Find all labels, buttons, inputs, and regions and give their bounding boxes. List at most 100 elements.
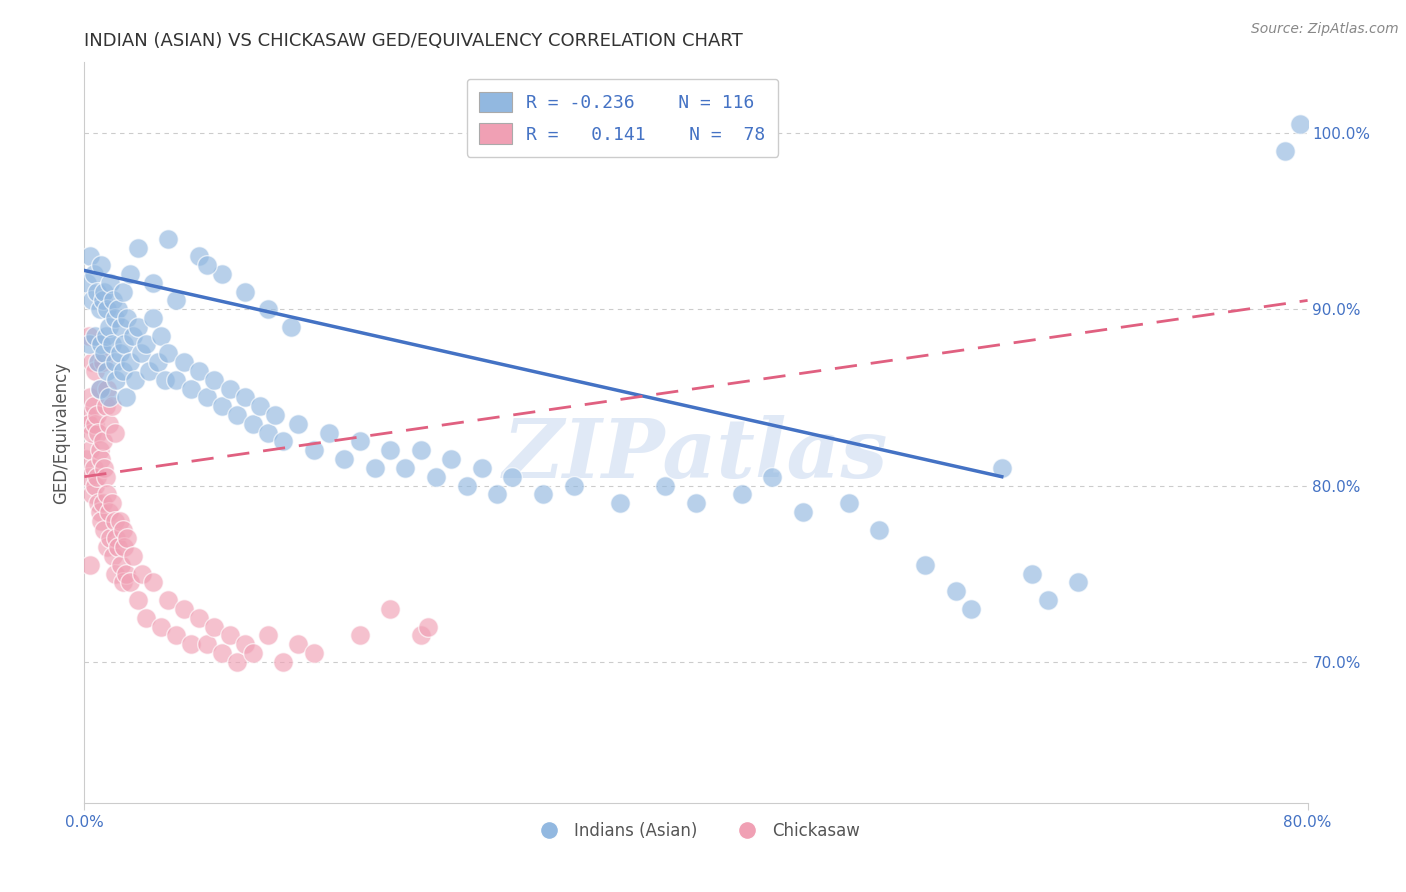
Point [456, 478, 478, 492]
Point [127, 240, 149, 254]
Point [120, 575, 142, 590]
Point [914, 558, 936, 572]
Point [83, 267, 105, 281]
Point [115, 311, 138, 326]
Point [318, 425, 340, 440]
Point [287, 417, 309, 431]
Point [101, 496, 124, 510]
Point [1274, 144, 1296, 158]
Point [188, 249, 211, 263]
Point [233, 285, 256, 299]
Point [869, 523, 891, 537]
Point [77, 469, 100, 483]
Point [108, 514, 131, 528]
Point [101, 399, 124, 413]
Point [173, 355, 195, 369]
Point [761, 469, 783, 483]
Point [80, 293, 103, 308]
Point [165, 373, 187, 387]
Point [112, 540, 135, 554]
Point [731, 487, 754, 501]
Point [991, 461, 1014, 475]
Point [91, 434, 114, 449]
Point [94, 469, 117, 483]
Point [440, 452, 463, 467]
Point [1289, 117, 1312, 131]
Point [86, 469, 108, 483]
Point [945, 584, 967, 599]
Text: INDIAN (ASIAN) VS CHICKASAW GED/EQUIVALENCY CORRELATION CHART: INDIAN (ASIAN) VS CHICKASAW GED/EQUIVALE… [84, 32, 744, 50]
Point [218, 382, 240, 396]
Point [120, 355, 142, 369]
Point [380, 443, 402, 458]
Point [98, 532, 121, 546]
Point [257, 302, 280, 317]
Point [127, 319, 149, 334]
Point [242, 646, 264, 660]
Point [94, 399, 117, 413]
Point [114, 390, 136, 404]
Point [609, 496, 631, 510]
Point [91, 355, 114, 369]
Point [96, 540, 118, 554]
Point [76, 408, 98, 422]
Point [249, 399, 271, 413]
Point [349, 434, 371, 449]
Point [157, 593, 180, 607]
Point [562, 478, 585, 492]
Point [138, 364, 160, 378]
Point [202, 373, 225, 387]
Point [111, 523, 134, 537]
Point [89, 505, 111, 519]
Point [349, 628, 371, 642]
Point [409, 628, 432, 642]
Point [104, 514, 127, 528]
Point [211, 399, 233, 413]
Point [180, 637, 202, 651]
Point [264, 408, 287, 422]
Point [409, 443, 432, 458]
Point [84, 478, 107, 492]
Point [103, 549, 125, 563]
Point [97, 417, 120, 431]
Point [531, 487, 554, 501]
Point [654, 478, 676, 492]
Point [271, 655, 294, 669]
Point [89, 302, 111, 317]
Point [96, 382, 118, 396]
Point [333, 452, 356, 467]
Point [105, 373, 128, 387]
Point [142, 311, 165, 326]
Point [93, 523, 115, 537]
Point [79, 558, 101, 572]
Point [89, 382, 111, 396]
Point [104, 566, 127, 581]
Point [188, 610, 211, 624]
Point [91, 293, 114, 308]
Point [89, 443, 111, 458]
Point [418, 619, 440, 633]
Point [111, 364, 134, 378]
Point [115, 532, 138, 546]
Point [104, 355, 127, 369]
Point [122, 549, 145, 563]
Point [394, 461, 416, 475]
Point [149, 619, 172, 633]
Point [105, 532, 128, 546]
Point [165, 293, 187, 308]
Point [90, 337, 112, 351]
Point [94, 328, 117, 343]
Point [96, 302, 118, 317]
Text: ZIPatlas: ZIPatlas [503, 415, 889, 495]
Point [157, 346, 180, 360]
Point [96, 487, 118, 501]
Point [211, 267, 233, 281]
Point [104, 425, 127, 440]
Point [77, 337, 100, 351]
Point [838, 496, 860, 510]
Point [142, 276, 165, 290]
Point [80, 425, 103, 440]
Text: Source: ZipAtlas.com: Source: ZipAtlas.com [1251, 22, 1399, 37]
Point [76, 276, 98, 290]
Point [124, 373, 146, 387]
